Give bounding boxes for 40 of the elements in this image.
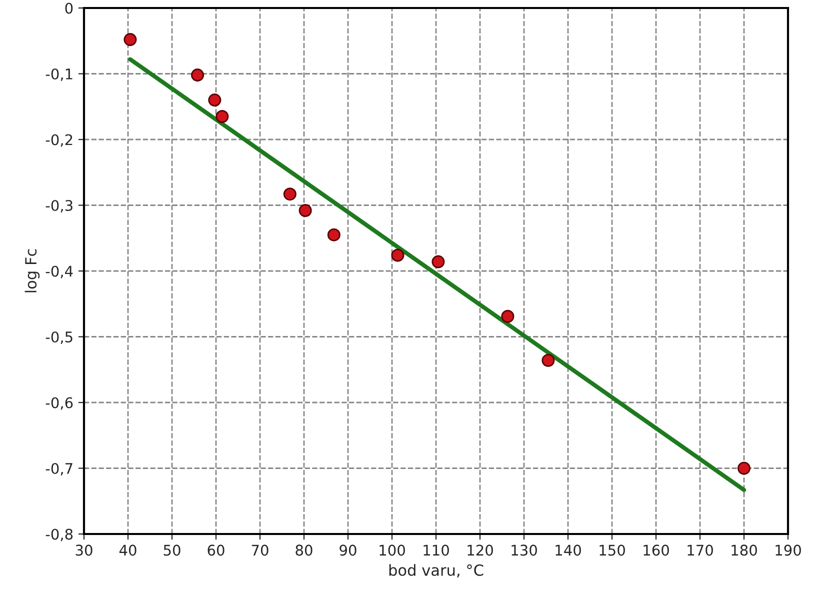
y-tick-label: -0,5 (46, 331, 72, 344)
x-tick-label: 80 (296, 544, 312, 556)
y-tick-label: -0,3 (46, 200, 72, 212)
x-tick-label: 120 (468, 544, 493, 556)
x-tick-label: 150 (600, 544, 625, 556)
y-axis-title: log Fc (24, 249, 40, 292)
x-tick-label: 100 (380, 544, 405, 556)
y-tick-label: -0,8 (46, 528, 73, 542)
point (542, 354, 555, 367)
y-tick-label: -0,7 (46, 462, 72, 476)
y-tick-label: -0,1 (46, 68, 72, 81)
y-tick-label: -0,4 (46, 266, 73, 278)
x-tick-label: 170 (688, 544, 713, 556)
x-tick-label: 160 (644, 544, 669, 556)
point (327, 228, 340, 242)
point (432, 255, 445, 268)
x-tick-label: 140 (556, 544, 581, 556)
x-tick-label: 180 (732, 544, 757, 556)
x-tick-label: 30 (76, 544, 92, 556)
y-tick-label: -0,2 (46, 134, 72, 147)
point (283, 188, 296, 201)
point (191, 68, 204, 82)
x-tick-label: 110 (424, 544, 449, 556)
x-tick-label: 40 (119, 544, 136, 556)
x-tick-label: 190 (776, 544, 801, 556)
x-tick-label: 90 (340, 544, 356, 556)
x-tick-label: 130 (512, 544, 537, 556)
point (216, 110, 229, 123)
x-tick-label: 50 (164, 544, 180, 556)
point (501, 310, 514, 323)
x-tick-label: 70 (252, 544, 268, 556)
point (737, 462, 751, 475)
x-tick-label: 60 (208, 544, 224, 556)
point (298, 204, 312, 218)
y-tick-label: 0 (65, 2, 73, 14)
x-axis-title: bod varu, °C (389, 564, 484, 578)
y-tick-label: -0,6 (46, 397, 73, 410)
point (124, 33, 137, 46)
point (391, 248, 404, 262)
point (208, 94, 222, 107)
